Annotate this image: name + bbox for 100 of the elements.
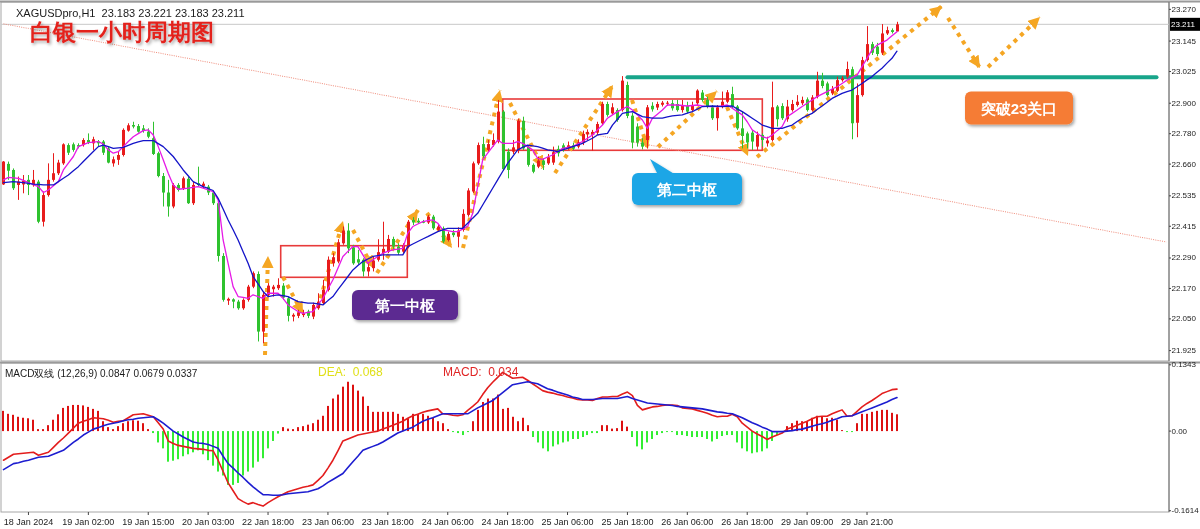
bar xyxy=(107,427,109,432)
y-tick-label: 0.00 xyxy=(1171,426,1188,436)
bar xyxy=(72,404,74,432)
bar xyxy=(487,398,489,432)
bar xyxy=(242,431,244,476)
bar xyxy=(162,431,164,449)
bar xyxy=(332,398,334,432)
bar xyxy=(352,384,354,432)
bar xyxy=(586,431,588,436)
x-tick-label: 26 Jan 06:00 xyxy=(661,517,714,527)
bar xyxy=(861,413,863,432)
bar xyxy=(47,425,49,432)
bar xyxy=(711,431,713,442)
bar xyxy=(552,431,554,447)
bar xyxy=(621,420,623,432)
bar xyxy=(32,419,34,432)
bar xyxy=(247,431,249,472)
x-tick-label: 29 Jan 09:00 xyxy=(781,517,834,527)
text: 白银一小时周期图 xyxy=(30,19,214,45)
bar xyxy=(507,407,509,432)
bar xyxy=(462,431,464,436)
bar xyxy=(237,431,239,483)
bar xyxy=(27,418,29,432)
bar xyxy=(537,431,539,443)
bar xyxy=(442,423,444,432)
bar xyxy=(482,401,484,432)
bar xyxy=(641,431,643,450)
bar xyxy=(572,431,574,439)
bar xyxy=(342,386,344,432)
bar xyxy=(512,416,514,432)
bar xyxy=(377,411,379,432)
bar xyxy=(277,431,279,434)
bar xyxy=(547,431,549,452)
bar xyxy=(172,431,174,461)
bar xyxy=(347,381,349,432)
bar xyxy=(312,423,314,432)
y-tick-label: 22.170 xyxy=(1171,283,1197,293)
bar xyxy=(362,396,364,432)
y-tick-label: 22.660 xyxy=(1171,159,1197,169)
y-tick-label: 22.415 xyxy=(1171,221,1197,231)
ref-line-label: 23.211 xyxy=(1171,19,1196,29)
bar xyxy=(357,390,359,432)
bar xyxy=(601,425,603,432)
bar xyxy=(87,406,89,432)
bar xyxy=(886,409,888,432)
bar xyxy=(12,414,14,432)
bar xyxy=(282,427,284,432)
y-tick-label: 23.145 xyxy=(1171,36,1197,46)
y-tick-label: 21.925 xyxy=(1171,346,1197,356)
bar xyxy=(157,431,159,443)
bar xyxy=(616,428,618,432)
y-tick-label: 0.1343 xyxy=(1171,360,1197,370)
annotation: 第一中枢 xyxy=(374,296,435,314)
bar xyxy=(127,421,129,432)
bar xyxy=(322,415,324,432)
x-tick-label: 25 Jan 06:00 xyxy=(541,517,594,527)
x-tick-label: 24 Jan 06:00 xyxy=(421,517,474,527)
bar xyxy=(557,431,559,445)
bar xyxy=(327,405,329,432)
bar xyxy=(252,431,254,468)
bar xyxy=(656,431,658,436)
bar xyxy=(272,431,274,441)
y-tick-label: 23.270 xyxy=(1171,4,1197,14)
bar xyxy=(367,405,369,432)
bar xyxy=(761,431,763,452)
bar xyxy=(746,431,748,452)
bar xyxy=(631,431,633,438)
bar xyxy=(142,423,144,432)
bar xyxy=(866,413,868,432)
bar xyxy=(2,410,4,432)
annotation: 突破23关口 xyxy=(979,99,1058,117)
bar xyxy=(871,411,873,432)
x-tick-label: 29 Jan 21:00 xyxy=(840,517,894,527)
bar xyxy=(52,419,54,432)
bar xyxy=(567,431,569,442)
bar xyxy=(876,410,878,432)
bar xyxy=(122,423,124,432)
bar xyxy=(527,425,529,432)
bar xyxy=(741,431,743,449)
bar xyxy=(582,431,584,438)
bar xyxy=(716,431,718,439)
bar xyxy=(17,416,19,432)
bar xyxy=(307,424,309,432)
bar xyxy=(497,394,499,432)
bar xyxy=(167,431,169,462)
bar xyxy=(562,431,564,443)
bar xyxy=(636,431,638,447)
bar xyxy=(701,431,703,438)
bar xyxy=(267,431,269,449)
bar xyxy=(686,431,688,437)
x-tick-label: 18 Jan 2024 xyxy=(3,517,54,527)
x-tick-label: 22 Jan 18:00 xyxy=(242,517,295,527)
y-tick-label: 22.290 xyxy=(1171,253,1197,263)
bar xyxy=(337,394,339,432)
bar xyxy=(492,398,494,432)
x-tick-label: 19 Jan 15:00 xyxy=(122,517,175,527)
bar xyxy=(77,404,79,432)
y-tick-label: 23.025 xyxy=(1171,67,1197,77)
bar xyxy=(67,405,69,432)
bar xyxy=(302,426,304,432)
